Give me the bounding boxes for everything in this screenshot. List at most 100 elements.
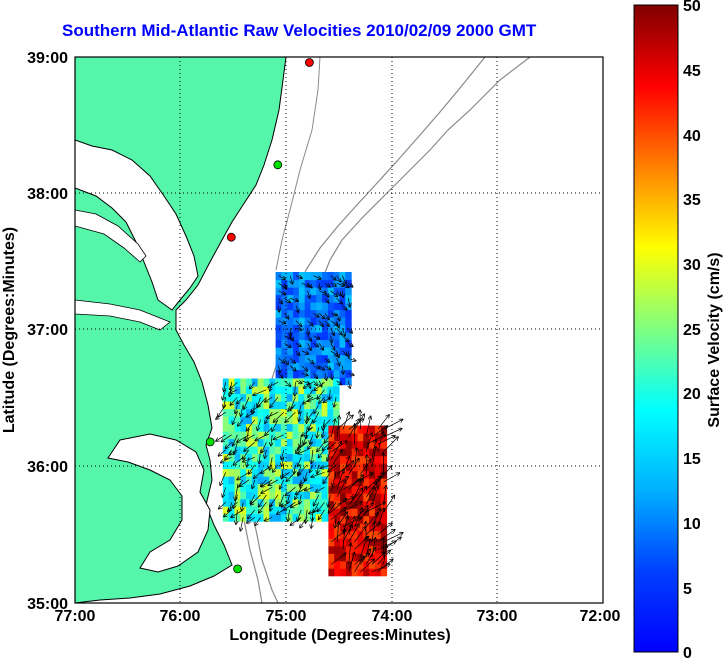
velocity-arrow <box>297 509 302 521</box>
velocity-cell <box>345 530 353 539</box>
velocity-arrow <box>219 502 226 509</box>
velocity-arrow <box>342 479 361 490</box>
velocity-cell <box>280 483 288 492</box>
velocity-arrow <box>331 477 348 490</box>
velocity-arrow <box>371 564 390 573</box>
velocity-cell <box>351 545 359 554</box>
velocity-cell <box>321 491 328 500</box>
velocity-arrow <box>337 350 339 358</box>
velocity-arrow <box>371 447 376 467</box>
velocity-cell <box>222 378 230 387</box>
velocity-cell <box>280 393 288 402</box>
velocity-cell <box>315 506 323 515</box>
velocity-arrow <box>313 275 321 279</box>
velocity-cell <box>304 431 311 440</box>
velocity-cell <box>287 302 294 311</box>
velocity-arrow <box>313 366 319 369</box>
velocity-arrow <box>313 380 317 386</box>
velocity-arrow <box>371 552 385 565</box>
velocity-cell <box>287 317 294 326</box>
velocity-cell <box>328 538 335 547</box>
velocity-cell <box>327 294 335 303</box>
velocity-cell <box>280 401 288 410</box>
velocity-arrow <box>318 343 323 350</box>
velocity-arrow <box>336 290 342 296</box>
velocity-cell <box>269 393 276 402</box>
velocity-arrow <box>330 343 335 350</box>
velocity-cell <box>310 378 317 387</box>
velocity-cell <box>222 438 230 447</box>
velocity-cell <box>280 468 288 477</box>
velocity-cell <box>357 455 364 464</box>
velocity-cell <box>246 483 253 492</box>
velocity-cell <box>304 498 311 507</box>
velocity-cell <box>222 476 230 485</box>
velocity-cell <box>292 483 299 492</box>
velocity-cell <box>334 470 341 479</box>
velocity-arrow <box>366 502 385 513</box>
velocity-cell <box>246 431 253 440</box>
velocity-cell <box>374 523 382 532</box>
velocity-cell <box>369 440 376 449</box>
velocity-arrow <box>354 487 367 505</box>
velocity-arrow <box>330 313 337 315</box>
velocity-cell <box>246 476 253 485</box>
velocity-arrow <box>354 554 370 565</box>
velocity-arrow <box>265 427 273 435</box>
velocity-cell <box>228 423 235 432</box>
velocity-cell <box>333 302 341 311</box>
velocity-arrow <box>310 434 314 444</box>
velocity-arrow <box>336 313 340 320</box>
velocity-cell <box>380 530 388 539</box>
velocity-cell <box>292 393 299 402</box>
velocity-cell <box>340 568 347 577</box>
velocity-cell <box>246 378 253 387</box>
velocity-cell <box>357 538 364 547</box>
velocity-cell <box>345 332 352 341</box>
velocity-cell <box>246 446 253 455</box>
velocity-cell <box>340 448 347 457</box>
velocity-cell <box>363 493 370 502</box>
velocity-cell <box>321 498 328 507</box>
velocity-cell <box>334 485 341 494</box>
velocity-cell <box>304 513 311 522</box>
velocity-arrow <box>347 282 353 287</box>
velocity-cell <box>357 440 364 449</box>
velocity-cell <box>257 408 265 417</box>
velocity-cell <box>251 401 259 410</box>
velocity-cell <box>251 386 259 395</box>
velocity-cell <box>369 463 376 472</box>
velocity-cell <box>275 393 282 402</box>
velocity-cell <box>292 476 299 485</box>
velocity-cell <box>240 506 247 515</box>
velocity-arrow <box>237 472 250 479</box>
velocity-cell <box>315 378 323 387</box>
velocity-cell <box>345 560 353 569</box>
velocity-arrow <box>348 552 355 572</box>
velocity-arrow <box>261 486 273 493</box>
velocity-cell <box>269 513 276 522</box>
velocity-cell <box>374 530 382 539</box>
velocity-arrow <box>236 509 238 524</box>
velocity-cell <box>222 416 230 425</box>
velocity-arrow <box>377 432 384 452</box>
velocity-cell <box>357 448 364 457</box>
velocity-cell <box>293 279 300 288</box>
velocity-arrow <box>348 524 359 543</box>
velocity-arrow <box>348 380 350 389</box>
velocity-cell <box>269 378 276 387</box>
velocity-arrow <box>319 380 322 387</box>
x-axis-label: Longitude (Degrees:Minutes) <box>229 627 450 644</box>
velocity-cell <box>304 272 312 281</box>
velocity-arrow <box>265 516 273 521</box>
velocity-cell <box>369 538 376 547</box>
velocity-cell <box>345 478 353 487</box>
velocity-arrow <box>270 396 279 407</box>
velocity-arrow <box>365 488 375 505</box>
velocity-arrow <box>301 365 308 371</box>
velocity-cell <box>345 302 352 311</box>
velocity-arrow <box>324 313 329 319</box>
velocity-arrow <box>224 382 226 391</box>
velocity-arrow <box>342 328 345 336</box>
